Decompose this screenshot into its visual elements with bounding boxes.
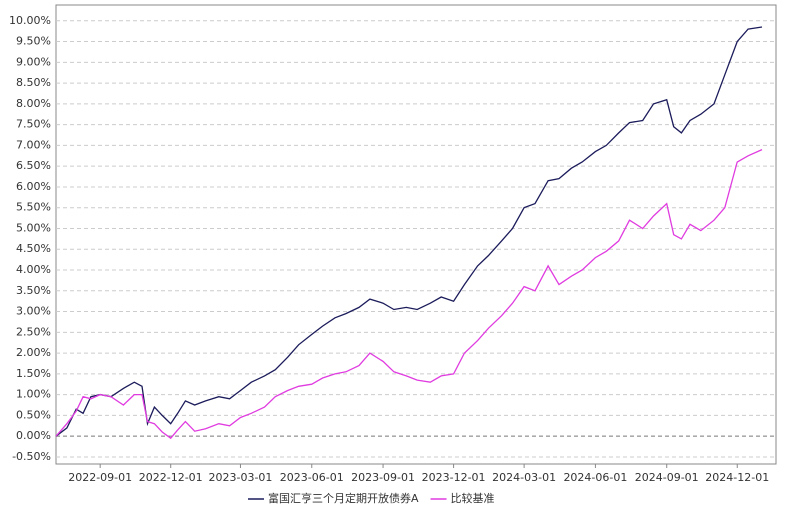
y-tick-label: 1.50% [16, 367, 51, 380]
y-tick-label: 6.00% [16, 180, 51, 193]
y-tick-label: 7.00% [16, 138, 51, 151]
y-tick-label: 9.50% [16, 35, 51, 48]
x-tick-label: 2023-06-01 [280, 471, 344, 484]
y-tick-label: 10.00% [9, 14, 51, 27]
y-tick-label: 2.00% [16, 346, 51, 359]
y-tick-label: 5.50% [16, 201, 51, 214]
y-tick-label: 0.00% [16, 429, 51, 442]
x-tick-label: 2024-09-01 [635, 471, 699, 484]
y-tick-label: 4.00% [16, 263, 51, 276]
x-tick-label: 2023-09-01 [351, 471, 415, 484]
y-tick-label: 9.00% [16, 55, 51, 68]
y-tick-label: 5.00% [16, 221, 51, 234]
series-line [55, 149, 763, 440]
y-tick-label: -0.50% [12, 450, 51, 463]
y-tick-label: 0.50% [16, 408, 51, 421]
x-tick-label: 2023-12-01 [422, 471, 486, 484]
y-tick-label: 3.00% [16, 305, 51, 318]
y-tick-label: 3.50% [16, 284, 51, 297]
x-tick-label: 2022-09-01 [68, 471, 132, 484]
series-line [55, 26, 763, 437]
y-tick-label: 7.50% [16, 118, 51, 131]
legend-label: 比较基准 [451, 491, 495, 505]
plot-frame [55, 4, 777, 465]
y-tick-label: 8.50% [16, 76, 51, 89]
x-tick-label: 2024-12-01 [705, 471, 769, 484]
y-tick-label: 8.00% [16, 97, 51, 110]
x-tick-label: 2024-03-01 [492, 471, 556, 484]
y-tick-label: 4.50% [16, 242, 51, 255]
y-tick-label: 6.50% [16, 159, 51, 172]
legend-label: 富国汇亨三个月定期开放债券A [268, 491, 419, 505]
x-tick-label: 2024-06-01 [563, 471, 627, 484]
y-tick-label: 2.50% [16, 325, 51, 338]
y-tick-label: 1.00% [16, 388, 51, 401]
x-tick-label: 2022-12-01 [139, 471, 203, 484]
x-tick-label: 2023-03-01 [208, 471, 272, 484]
